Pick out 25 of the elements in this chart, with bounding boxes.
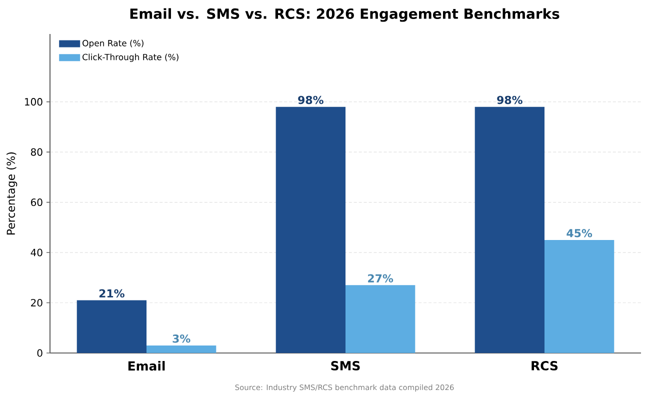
y-tick-label: 40: [30, 248, 42, 256]
chart-title: Email vs. SMS vs. RCS: 2026 Engagement Benchmarks: [130, 8, 560, 22]
y-axis-title: Percentage (%): [6, 152, 18, 234]
bar: [346, 285, 416, 353]
data-label: 21%: [99, 289, 124, 298]
x-tick-label: RCS: [532, 361, 558, 370]
data-label: 3%: [172, 334, 190, 343]
bar: [146, 345, 216, 353]
y-tick-label: 80: [30, 148, 42, 156]
bar: [76, 300, 147, 353]
legend-label: Open Rate (%): [82, 40, 144, 48]
x-tick-label: Email: [128, 361, 165, 371]
data-label: 98%: [497, 96, 522, 104]
y-tick-label: 20: [31, 298, 42, 307]
legend-label: Click-Through Rate (%): [82, 54, 178, 62]
x-tick-label: SMS: [331, 361, 360, 370]
y-tick-label: 0: [37, 349, 42, 357]
bar: [276, 106, 346, 353]
data-label: 98%: [298, 96, 324, 104]
y-tick-label: 100: [25, 98, 42, 106]
bar: [544, 240, 614, 353]
bar: [474, 106, 544, 353]
data-label: 27%: [368, 274, 394, 282]
data-label: 45%: [566, 228, 592, 238]
y-tick-label: 60: [31, 198, 42, 206]
